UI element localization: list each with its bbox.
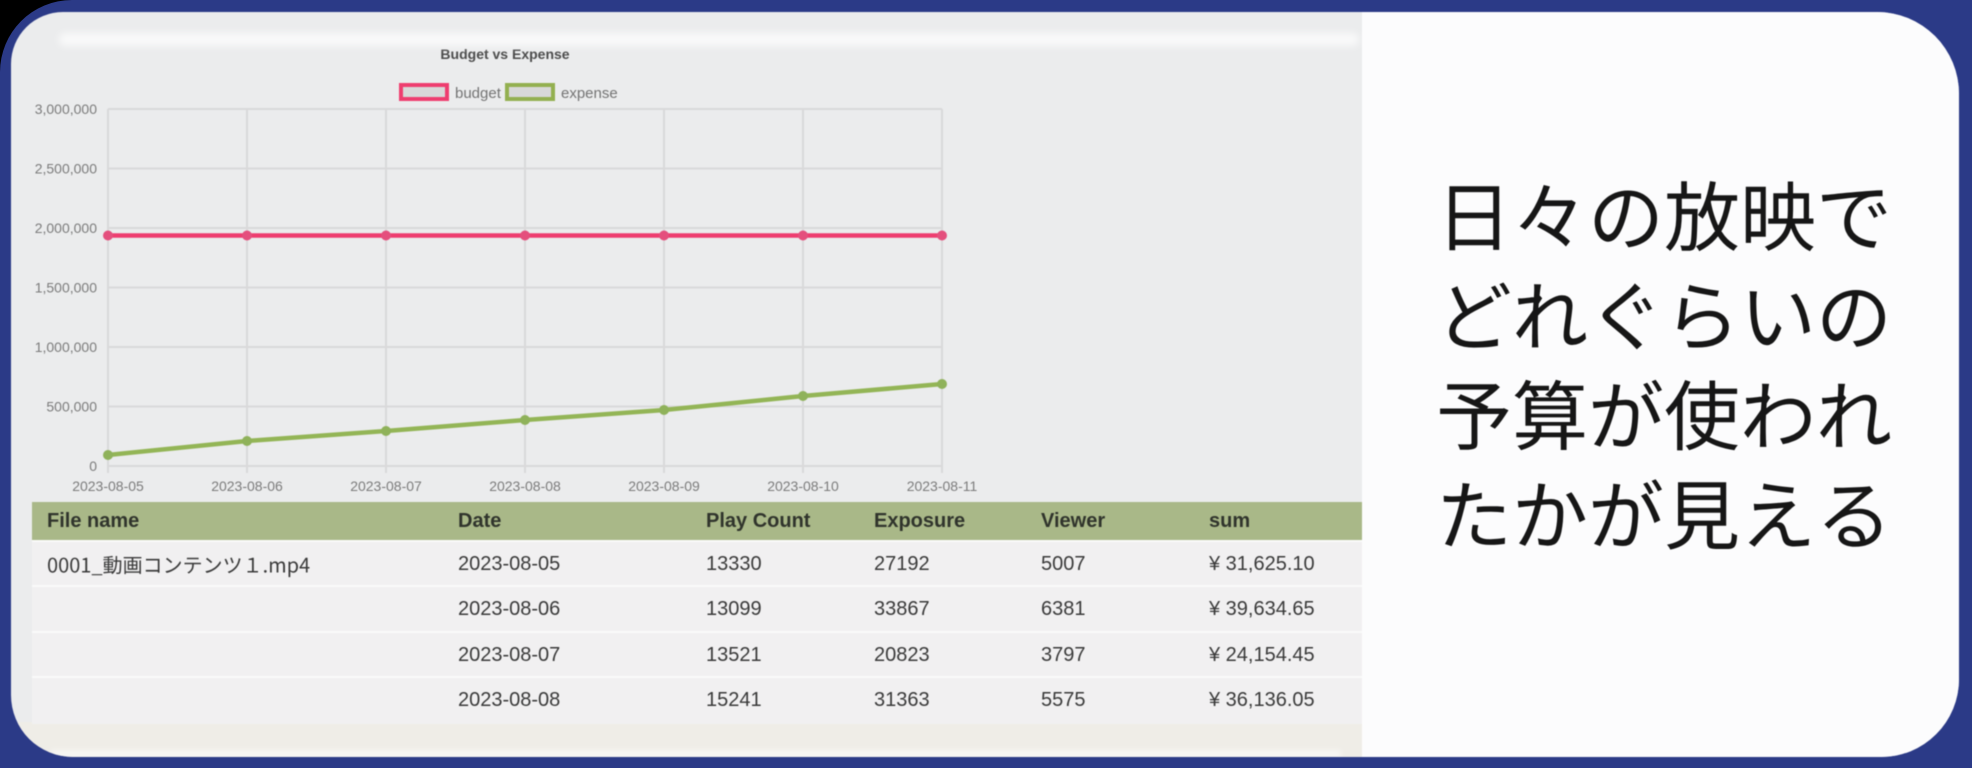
svg-text:2,000,000: 2,000,000 xyxy=(35,220,97,236)
svg-text:2023-08-10: 2023-08-10 xyxy=(767,478,839,494)
svg-text:2023-08-05: 2023-08-05 xyxy=(72,478,144,494)
svg-text:2023-08-11: 2023-08-11 xyxy=(907,478,978,494)
svg-text:2023-08-09: 2023-08-09 xyxy=(628,478,700,494)
svg-text:2023-08-07: 2023-08-07 xyxy=(350,478,422,494)
svg-text:Budget vs Expense: Budget vs Expense xyxy=(440,46,569,62)
svg-text:expense: expense xyxy=(561,85,618,102)
svg-text:3,000,000: 3,000,000 xyxy=(35,101,97,117)
svg-text:2023-08-06: 2023-08-06 xyxy=(211,478,283,494)
svg-text:1,500,000: 1,500,000 xyxy=(35,280,97,296)
svg-text:500,000: 500,000 xyxy=(46,399,97,415)
svg-text:2,500,000: 2,500,000 xyxy=(35,161,97,177)
svg-text:2023-08-08: 2023-08-08 xyxy=(489,478,561,494)
svg-text:0: 0 xyxy=(89,458,97,474)
svg-text:1,000,000: 1,000,000 xyxy=(35,339,97,355)
svg-text:budget: budget xyxy=(455,85,502,102)
